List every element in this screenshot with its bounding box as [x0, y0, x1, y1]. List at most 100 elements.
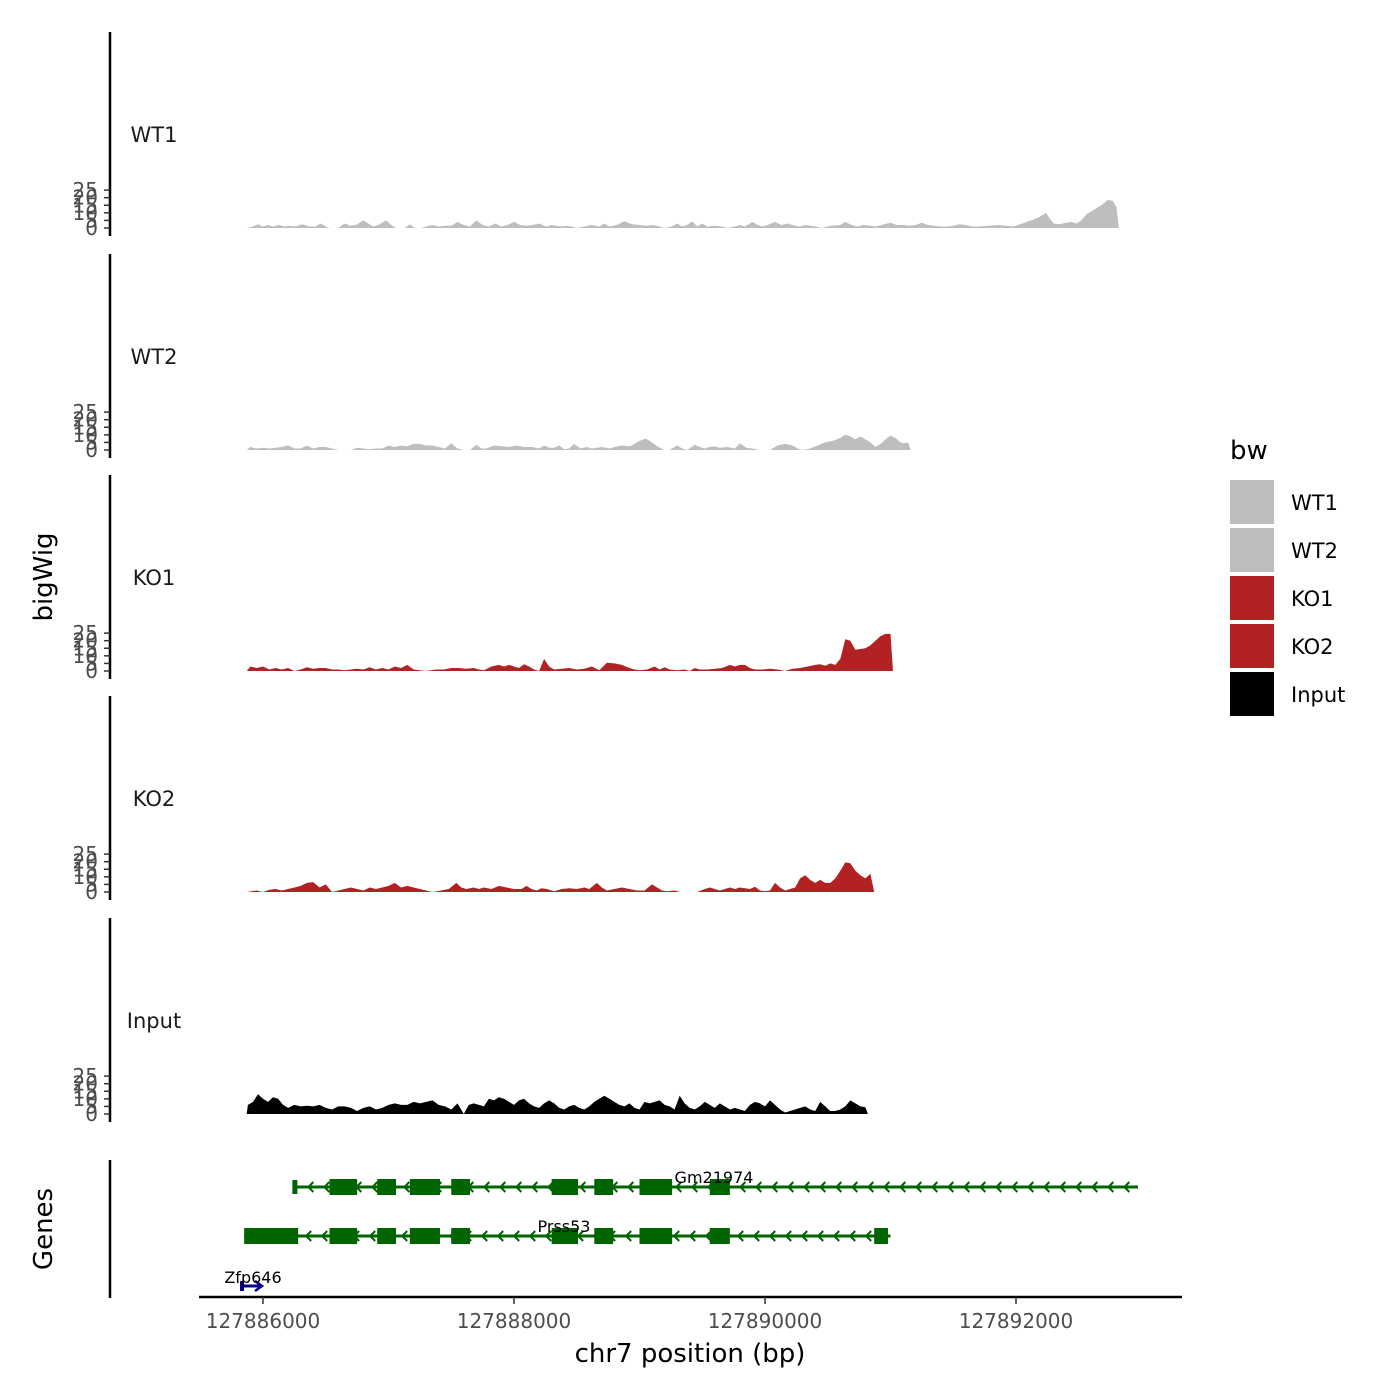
strand-arrow [674, 1181, 683, 1193]
gene-label: Prss53 [538, 1217, 591, 1236]
area-wt1 [246, 200, 1119, 228]
strand-arrow [978, 1181, 987, 1193]
gene-label: Zfp646 [224, 1268, 281, 1287]
strand-arrow [1074, 1181, 1083, 1193]
y-tick-label: 15 [73, 636, 98, 660]
y-tick-label: 15 [73, 415, 98, 439]
legend-label-ko1: KO1 [1291, 587, 1334, 611]
strand-arrow [512, 1230, 520, 1242]
strand-arrow [498, 1181, 507, 1193]
strand-arrow [1122, 1181, 1131, 1193]
y-tick-label: 0 [85, 659, 98, 683]
strand-arrow [1042, 1181, 1051, 1193]
area-ko2 [246, 862, 875, 892]
exon [329, 1228, 358, 1244]
area-wt2 [246, 434, 911, 450]
strand-arrow [832, 1230, 840, 1242]
y-tick-label: 15 [73, 193, 98, 217]
exon [551, 1228, 579, 1244]
strand-arrow [738, 1181, 747, 1193]
track-label-ko2: KO2 [133, 787, 176, 811]
y-tick-label: 10 [73, 1087, 98, 1111]
exon [594, 1228, 614, 1244]
strand-arrow [626, 1181, 635, 1193]
y-tick-label: 10 [73, 201, 98, 225]
strand-arrow [946, 1181, 955, 1193]
legend-swatch-input [1230, 672, 1274, 716]
legend-swatch-wt1 [1230, 480, 1274, 524]
strand-arrow [514, 1181, 523, 1193]
y-tick-label: 25 [73, 1064, 98, 1088]
strand-arrow [690, 1181, 699, 1193]
exon [709, 1179, 730, 1195]
gene-prss53: Prss53 [244, 1217, 891, 1244]
strand-arrow [1026, 1181, 1035, 1193]
exon [874, 1228, 888, 1244]
strand-arrow [800, 1230, 808, 1242]
strand-arrow [754, 1181, 763, 1193]
y-tick-label: 0 [85, 438, 98, 462]
y-tick-label: 25 [73, 178, 98, 202]
legend-swatch-ko1 [1230, 576, 1274, 620]
y-tick-label: 10 [73, 865, 98, 889]
y-tick-label: 25 [73, 400, 98, 424]
strand-arrow [802, 1181, 811, 1193]
y-tick-label: 15 [73, 1079, 98, 1103]
strand-arrow [768, 1230, 776, 1242]
exon [551, 1179, 579, 1195]
y-axis-title: bigWig [29, 532, 59, 621]
x-tick-label: 127886000 [206, 1309, 321, 1333]
y-tick-label: 5 [85, 872, 98, 896]
y-tick-label: 5 [85, 430, 98, 454]
area-input [246, 1094, 868, 1114]
exon [377, 1179, 397, 1195]
track-label-wt1: WT1 [131, 123, 178, 147]
exon [244, 1228, 299, 1244]
y-tick-label: 0 [85, 880, 98, 904]
strand-arrow [752, 1230, 760, 1242]
strand-arrow [576, 1230, 584, 1242]
strand-arrow [544, 1230, 552, 1242]
strand-arrow [402, 1181, 411, 1193]
strand-arrow [1010, 1181, 1019, 1193]
legend-label-ko2: KO2 [1291, 635, 1334, 659]
strand-arrow [672, 1230, 680, 1242]
y-tick-label: 10 [73, 423, 98, 447]
strand-arrow [784, 1230, 792, 1242]
legend-label-wt1: WT1 [1291, 491, 1338, 515]
strand-arrow [370, 1181, 379, 1193]
y-tick-label: 20 [73, 1072, 98, 1096]
legend-swatch-ko2 [1230, 624, 1274, 668]
strand-arrow [736, 1230, 744, 1242]
strand-arrow [786, 1181, 795, 1193]
strand-arrow [530, 1181, 539, 1193]
coverage-tracks: 0510152025WT10510152025WT20510152025KO10… [73, 32, 1119, 1126]
exon [451, 1228, 471, 1244]
y-tick-label: 20 [73, 629, 98, 653]
strand-arrow [688, 1230, 696, 1242]
exon [639, 1228, 673, 1244]
legend-label-wt2: WT2 [1291, 539, 1338, 563]
track-label-input: Input [127, 1009, 181, 1033]
legend: bw WT1 WT2 KO1 KO2 Input [1230, 436, 1345, 716]
strand-arrow [528, 1230, 536, 1242]
strand-arrow [322, 1181, 331, 1193]
exon [409, 1228, 440, 1244]
y-tick-label: 5 [85, 651, 98, 675]
strand-arrow [818, 1181, 827, 1193]
strand-arrow [254, 1279, 265, 1293]
strand-arrow [866, 1181, 875, 1193]
exon [639, 1179, 673, 1195]
track-label-ko1: KO1 [133, 566, 176, 590]
y-tick-label: 15 [73, 857, 98, 881]
strand-arrow [770, 1181, 779, 1193]
y-tick-label: 5 [85, 1094, 98, 1118]
y-tick-label: 20 [73, 850, 98, 874]
strand-arrow [962, 1181, 971, 1193]
strand-arrow [704, 1230, 712, 1242]
